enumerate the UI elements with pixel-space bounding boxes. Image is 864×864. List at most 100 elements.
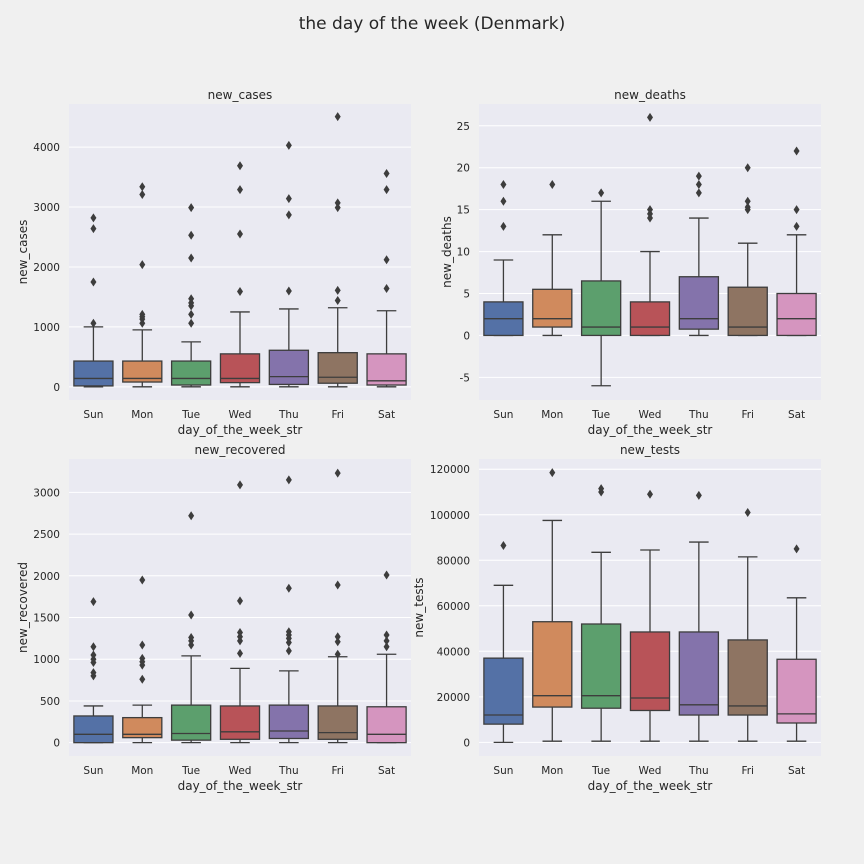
box-Wed (219, 480, 261, 744)
y-axis-label: new_recovered (16, 562, 30, 653)
outlier-marker (647, 489, 653, 499)
box-Sun (483, 179, 524, 337)
subplot-new_tests: 0 20000 40000 60000 80000 100000 120000 Sun Mon T… (412, 443, 821, 793)
box-body (532, 288, 573, 328)
outlier-marker (695, 179, 702, 189)
outlier-marker (90, 213, 97, 223)
y-tick-label: 2000 (33, 262, 60, 274)
x-tick-label: Mon (131, 409, 153, 421)
box-body (268, 349, 310, 386)
y-axis-label: new_tests (412, 577, 426, 637)
subplot-new_deaths: -5 0 5 10 15 20 25 Sun Mon Tue Wed Thu Fri Sat new_dea… (440, 88, 821, 437)
x-axis-label: day_of_the_week_str (178, 423, 303, 437)
outlier-marker (383, 570, 390, 580)
box-Sat (366, 570, 407, 744)
box-body (483, 657, 524, 725)
subplot-new_cases: 0 1000 2000 3000 4000 Sun Mon Tue Wed Thu Fri Sat ne… (16, 88, 411, 437)
box-body (580, 623, 622, 709)
outlier-marker (793, 146, 800, 156)
x-tick-label: Mon (541, 409, 563, 421)
x-tick-label: Thu (688, 409, 709, 421)
outlier-marker (334, 649, 341, 659)
outlier-marker (139, 309, 146, 319)
outlier-marker (285, 583, 292, 593)
x-axis-label: day_of_the_week_str (588, 779, 713, 793)
y-tick-label: 0 (53, 382, 60, 394)
box-body (366, 706, 407, 744)
x-tick-label: Tue (591, 409, 610, 421)
y-tick-label: 20000 (437, 692, 470, 704)
y-tick-label: 1000 (33, 322, 60, 334)
outlier-marker (549, 468, 556, 478)
box-body (73, 360, 114, 387)
box-body (219, 705, 261, 740)
outlier-marker (334, 285, 341, 295)
x-tick-label: Sun (83, 409, 103, 421)
outlier-marker (188, 633, 195, 643)
y-tick-label: 40000 (437, 646, 470, 658)
box-Mon (122, 182, 163, 388)
box-body (317, 705, 358, 740)
outlier-marker (188, 203, 195, 213)
outlier-marker (285, 286, 292, 296)
outlier-marker (500, 179, 507, 189)
y-tick-label: 0 (463, 330, 470, 342)
y-tick-label: 3000 (33, 202, 60, 214)
x-tick-label: Wed (229, 409, 252, 421)
outlier-marker (334, 468, 341, 478)
outlier-marker (744, 196, 751, 206)
outlier-marker (334, 112, 341, 122)
x-axis-label: day_of_the_week_str (588, 423, 713, 437)
outlier-marker (188, 511, 195, 521)
outlier-marker (90, 224, 97, 234)
x-tick-label: Mon (541, 765, 563, 777)
outlier-marker (383, 630, 390, 640)
outlier-marker (383, 284, 390, 294)
y-tick-label: 80000 (437, 555, 470, 567)
box-Wed (629, 112, 671, 337)
outlier-marker (285, 627, 292, 637)
y-tick-label: 3000 (33, 487, 60, 499)
x-tick-label: Sat (788, 409, 805, 421)
outlier-marker (139, 674, 146, 684)
x-tick-label: Thu (278, 765, 299, 777)
box-body (366, 353, 407, 386)
box-Fri (727, 507, 768, 742)
box-body (170, 360, 212, 386)
outlier-marker (237, 229, 243, 239)
box-body (727, 639, 768, 716)
outlier-marker (90, 318, 97, 328)
outlier-marker (90, 668, 97, 678)
box-Thu (678, 171, 720, 337)
box-body (317, 352, 358, 384)
box-Sun (73, 597, 114, 744)
x-tick-label: Sat (378, 765, 395, 777)
x-tick-label: Fri (741, 409, 754, 421)
x-tick-label: Fri (741, 765, 754, 777)
box-body (776, 658, 817, 724)
outlier-marker (139, 640, 146, 650)
outlier-marker (334, 580, 341, 590)
outlier-marker (188, 230, 195, 240)
x-tick-label: Sun (493, 409, 513, 421)
outlier-marker (188, 294, 195, 304)
x-tick-label: Tue (591, 765, 610, 777)
outlier-marker (383, 169, 390, 179)
outlier-marker (285, 210, 292, 220)
box-body (170, 704, 212, 741)
outlier-marker (237, 648, 243, 658)
x-tick-label: Wed (639, 765, 662, 777)
outlier-marker (744, 507, 751, 517)
box-Wed (219, 161, 261, 388)
outlier-marker (237, 185, 243, 195)
outlier-marker (500, 196, 507, 206)
outlier-marker (598, 484, 605, 494)
box-Tue (580, 188, 622, 387)
box-Sat (776, 544, 817, 742)
outlier-marker (334, 296, 341, 306)
y-tick-label: 2500 (33, 529, 60, 541)
y-tick-label: 5 (463, 289, 470, 301)
x-tick-label: Sat (788, 765, 805, 777)
y-tick-label: 4000 (33, 142, 60, 154)
outlier-marker (188, 610, 195, 620)
